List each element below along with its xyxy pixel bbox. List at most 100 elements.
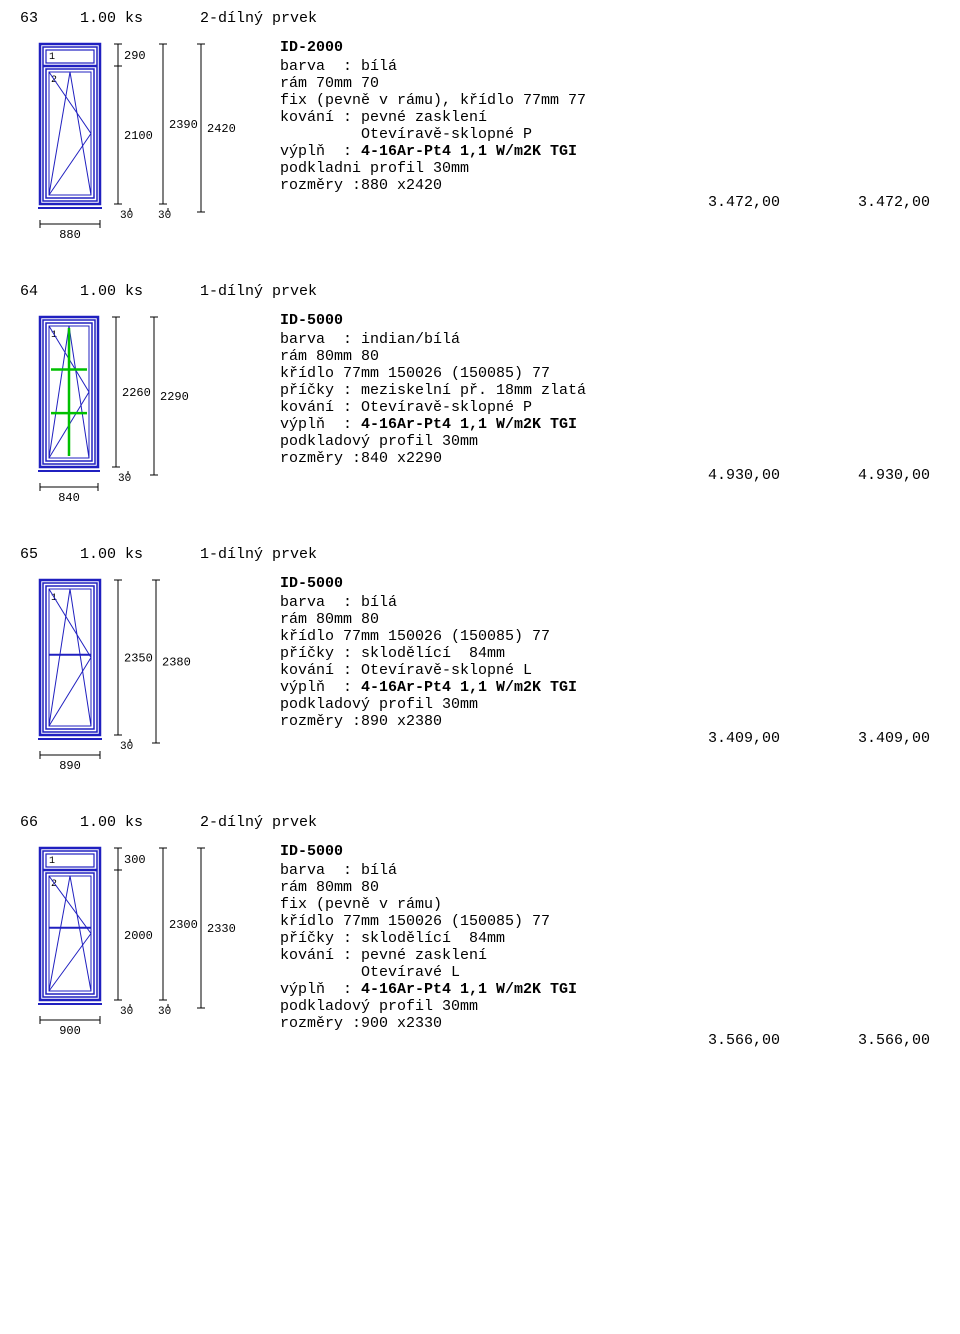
svg-text:2420: 2420 [207, 122, 236, 136]
quantity: 1.00 ks [80, 10, 200, 27]
diagram-container: 128802902100239024203030 [20, 39, 280, 259]
spec-line: rozměry :900 x2330 [280, 1015, 940, 1032]
product-id: ID-2000 [280, 39, 940, 56]
price-unit: 3.472,00 [690, 194, 780, 211]
price-total: 4.930,00 [840, 467, 930, 484]
spec-line: rozměry :890 x2380 [280, 713, 940, 730]
window-diagram: 18902350238030 [20, 575, 270, 785]
vypln-value: 4-16Ar-Pt4 1,1 W/m2K TGI [361, 143, 577, 160]
svg-text:880: 880 [59, 228, 81, 242]
spec-block: ID-2000 barva : bílárám 70mm 70fix (pevně… [280, 39, 940, 211]
svg-text:2100: 2100 [124, 129, 153, 143]
quantity: 1.00 ks [80, 546, 200, 563]
product-id: ID-5000 [280, 312, 940, 329]
item-header: 651.00 ks1-dílný prvek [20, 546, 940, 563]
vypln-value: 4-16Ar-Pt4 1,1 W/m2K TGI [361, 416, 577, 433]
vypln-line: výplň : 4-16Ar-Pt4 1,1 W/m2K TGI [280, 679, 940, 696]
item-body: 18902350238030ID-5000barva : bílárám 80m… [20, 575, 940, 790]
svg-text:30: 30 [158, 210, 171, 222]
window-diagram: 18402260229030 [20, 312, 270, 517]
vypln-line: výplň : 4-16Ar-Pt4 1,1 W/m2K TGI [280, 981, 940, 998]
price-line: 3.472,00 3.472,00 [280, 194, 940, 211]
spec-line: barva : bílá [280, 862, 940, 879]
price-unit: 4.930,00 [690, 467, 780, 484]
price-line: 3.409,00 3.409,00 [280, 730, 940, 747]
spec-line: kování : Otevíravě-sklopné P [280, 399, 940, 416]
svg-text:2350: 2350 [124, 652, 153, 666]
spec-item: 641.00 ks1-dílný prvek18402260229030ID-5… [20, 283, 940, 522]
spec-line: příčky : sklodělící 84mm [280, 645, 940, 662]
spec-line: barva : bílá [280, 58, 940, 75]
item-title: 1-dílný prvek [200, 546, 317, 563]
svg-text:890: 890 [59, 759, 81, 773]
quantity: 1.00 ks [80, 283, 200, 300]
row-number: 63 [20, 10, 80, 27]
spec-line: fix (pevně v rámu) [280, 896, 940, 913]
svg-text:30: 30 [120, 741, 133, 753]
spec-item: 631.00 ks2-dílný prvek128802902100239024… [20, 10, 940, 259]
price-line: 4.930,00 4.930,00 [280, 467, 940, 484]
spec-line: podkladový profil 30mm [280, 433, 940, 450]
spec-item: 651.00 ks1-dílný prvek18902350238030ID-5… [20, 546, 940, 790]
spec-line: křídlo 77mm 150026 (150085) 77 [280, 913, 940, 930]
spec-line: podkladový profil 30mm [280, 998, 940, 1015]
spec-line: příčky : meziskelní př. 18mm zlatá [280, 382, 940, 399]
spec-line: kování : Otevíravě-sklopné L [280, 662, 940, 679]
svg-text:30: 30 [120, 210, 133, 222]
diagram-container: 129003002000230023303030 [20, 843, 280, 1055]
item-header: 641.00 ks1-dílný prvek [20, 283, 940, 300]
svg-text:900: 900 [59, 1024, 81, 1038]
spec-line: křídlo 77mm 150026 (150085) 77 [280, 365, 940, 382]
vypln-line: výplň : 4-16Ar-Pt4 1,1 W/m2K TGI [280, 143, 940, 160]
vypln-value: 4-16Ar-Pt4 1,1 W/m2K TGI [361, 679, 577, 696]
product-id: ID-5000 [280, 843, 940, 860]
item-title: 1-dílný prvek [200, 283, 317, 300]
vypln-line: výplň : 4-16Ar-Pt4 1,1 W/m2K TGI [280, 416, 940, 433]
svg-text:1: 1 [49, 856, 55, 867]
row-number: 64 [20, 283, 80, 300]
item-body: 129003002000230023303030ID-5000barva : b… [20, 843, 940, 1055]
svg-text:2390: 2390 [169, 118, 198, 132]
spec-line: rám 80mm 80 [280, 348, 940, 365]
price-unit: 3.566,00 [690, 1032, 780, 1049]
spec-line: kování : pevné zasklení [280, 947, 940, 964]
svg-text:2260: 2260 [122, 386, 151, 400]
svg-text:30: 30 [118, 473, 131, 485]
diagram-container: 18402260229030 [20, 312, 280, 522]
product-id: ID-5000 [280, 575, 940, 592]
svg-text:1: 1 [49, 52, 55, 63]
price-total: 3.409,00 [840, 730, 930, 747]
spec-line: kování : pevné zasklení [280, 109, 940, 126]
item-title: 2-dílný prvek [200, 814, 317, 831]
item-header: 661.00 ks2-dílný prvek [20, 814, 940, 831]
spec-line: Otevíravě-sklopné P [280, 126, 940, 143]
svg-text:840: 840 [58, 491, 80, 505]
spec-line: rám 80mm 80 [280, 611, 940, 628]
svg-text:30: 30 [120, 1006, 133, 1018]
svg-text:2330: 2330 [207, 922, 236, 936]
spec-line: podkladový profil 30mm [280, 696, 940, 713]
diagram-container: 18902350238030 [20, 575, 280, 790]
spec-line: podkladni profil 30mm [280, 160, 940, 177]
spec-line: rozměry :880 x2420 [280, 177, 940, 194]
spec-line: barva : indian/bílá [280, 331, 940, 348]
spec-line: rozměry :840 x2290 [280, 450, 940, 467]
vypln-value: 4-16Ar-Pt4 1,1 W/m2K TGI [361, 981, 577, 998]
row-number: 66 [20, 814, 80, 831]
window-diagram: 129003002000230023303030 [20, 843, 270, 1050]
window-diagram: 128802902100239024203030 [20, 39, 270, 254]
item-title: 2-dílný prvek [200, 10, 317, 27]
spec-line: rám 70mm 70 [280, 75, 940, 92]
price-total: 3.472,00 [840, 194, 930, 211]
spec-block: ID-5000barva : bílárám 80mm 80fix (pevně… [280, 843, 940, 1049]
svg-text:300: 300 [124, 853, 146, 867]
item-body: 128802902100239024203030ID-2000barva : b… [20, 39, 940, 259]
svg-text:2380: 2380 [162, 656, 191, 670]
spec-line: fix (pevně v rámu), křídlo 77mm 77 [280, 92, 940, 109]
svg-text:2000: 2000 [124, 929, 153, 943]
price-line: 3.566,003.566,00 [280, 1032, 940, 1049]
spec-block: ID-5000barva : bílárám 80mm 80křídlo 77m… [280, 575, 940, 747]
price-unit: 3.409,00 [690, 730, 780, 747]
spec-line: příčky : sklodělící 84mm [280, 930, 940, 947]
row-number: 65 [20, 546, 80, 563]
